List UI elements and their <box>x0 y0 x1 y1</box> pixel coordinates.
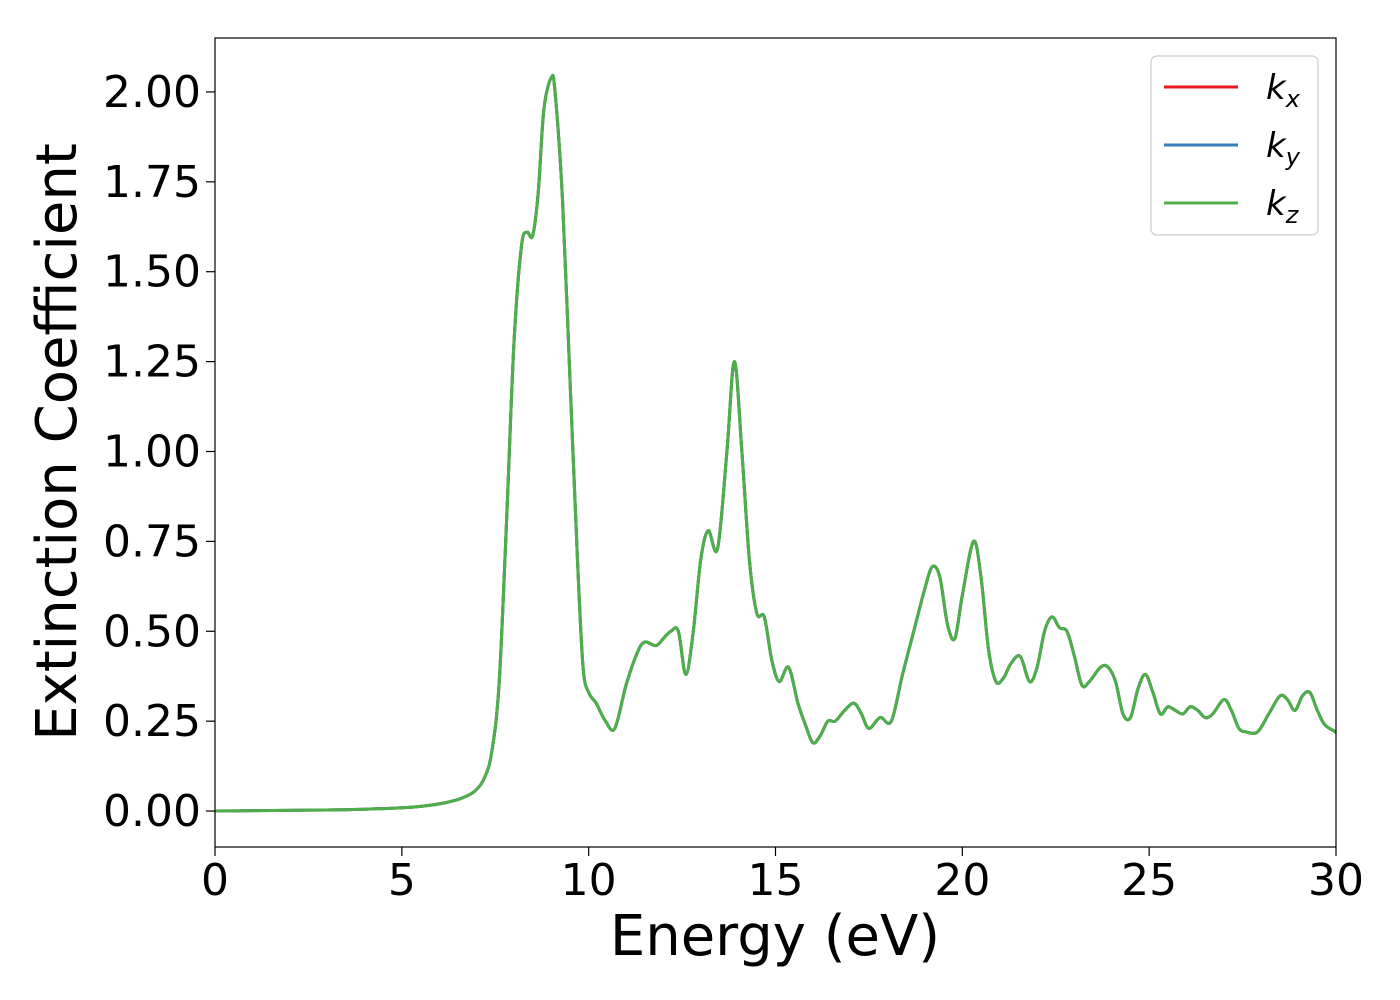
y-axis: 0.00 0.25 0.50 0.75 1.00 1.25 1.50 1.75 2.00 <box>103 67 215 837</box>
x-tick-label: 30 <box>1308 855 1364 906</box>
x-tick-label: 0 <box>201 855 229 906</box>
y-tick-label: 0.50 <box>103 606 201 657</box>
y-tick-label: 0.25 <box>103 696 201 747</box>
y-tick-label: 2.00 <box>103 67 201 118</box>
x-tick-label: 25 <box>1121 855 1177 906</box>
y-axis-label: Extinction Coefficient <box>25 143 90 741</box>
x-tick-label: 15 <box>748 855 804 906</box>
series-layer <box>215 73 1336 813</box>
y-tick-label: 0.75 <box>103 516 201 567</box>
y-tick-label: 1.50 <box>103 247 201 298</box>
series-line-kz <box>215 73 1336 813</box>
y-tick-label: 1.75 <box>103 157 201 208</box>
x-axis-label: Energy (eV) <box>610 904 940 969</box>
y-tick-label: 1.00 <box>103 426 201 477</box>
y-tick-label: 1.25 <box>103 337 201 388</box>
x-tick-label: 5 <box>388 855 416 906</box>
x-tick-label: 10 <box>561 855 617 906</box>
x-tick-label: 20 <box>934 855 990 906</box>
y-tick-label: 0.00 <box>103 786 201 837</box>
x-axis: 0 5 10 15 20 25 30 <box>201 847 1364 906</box>
